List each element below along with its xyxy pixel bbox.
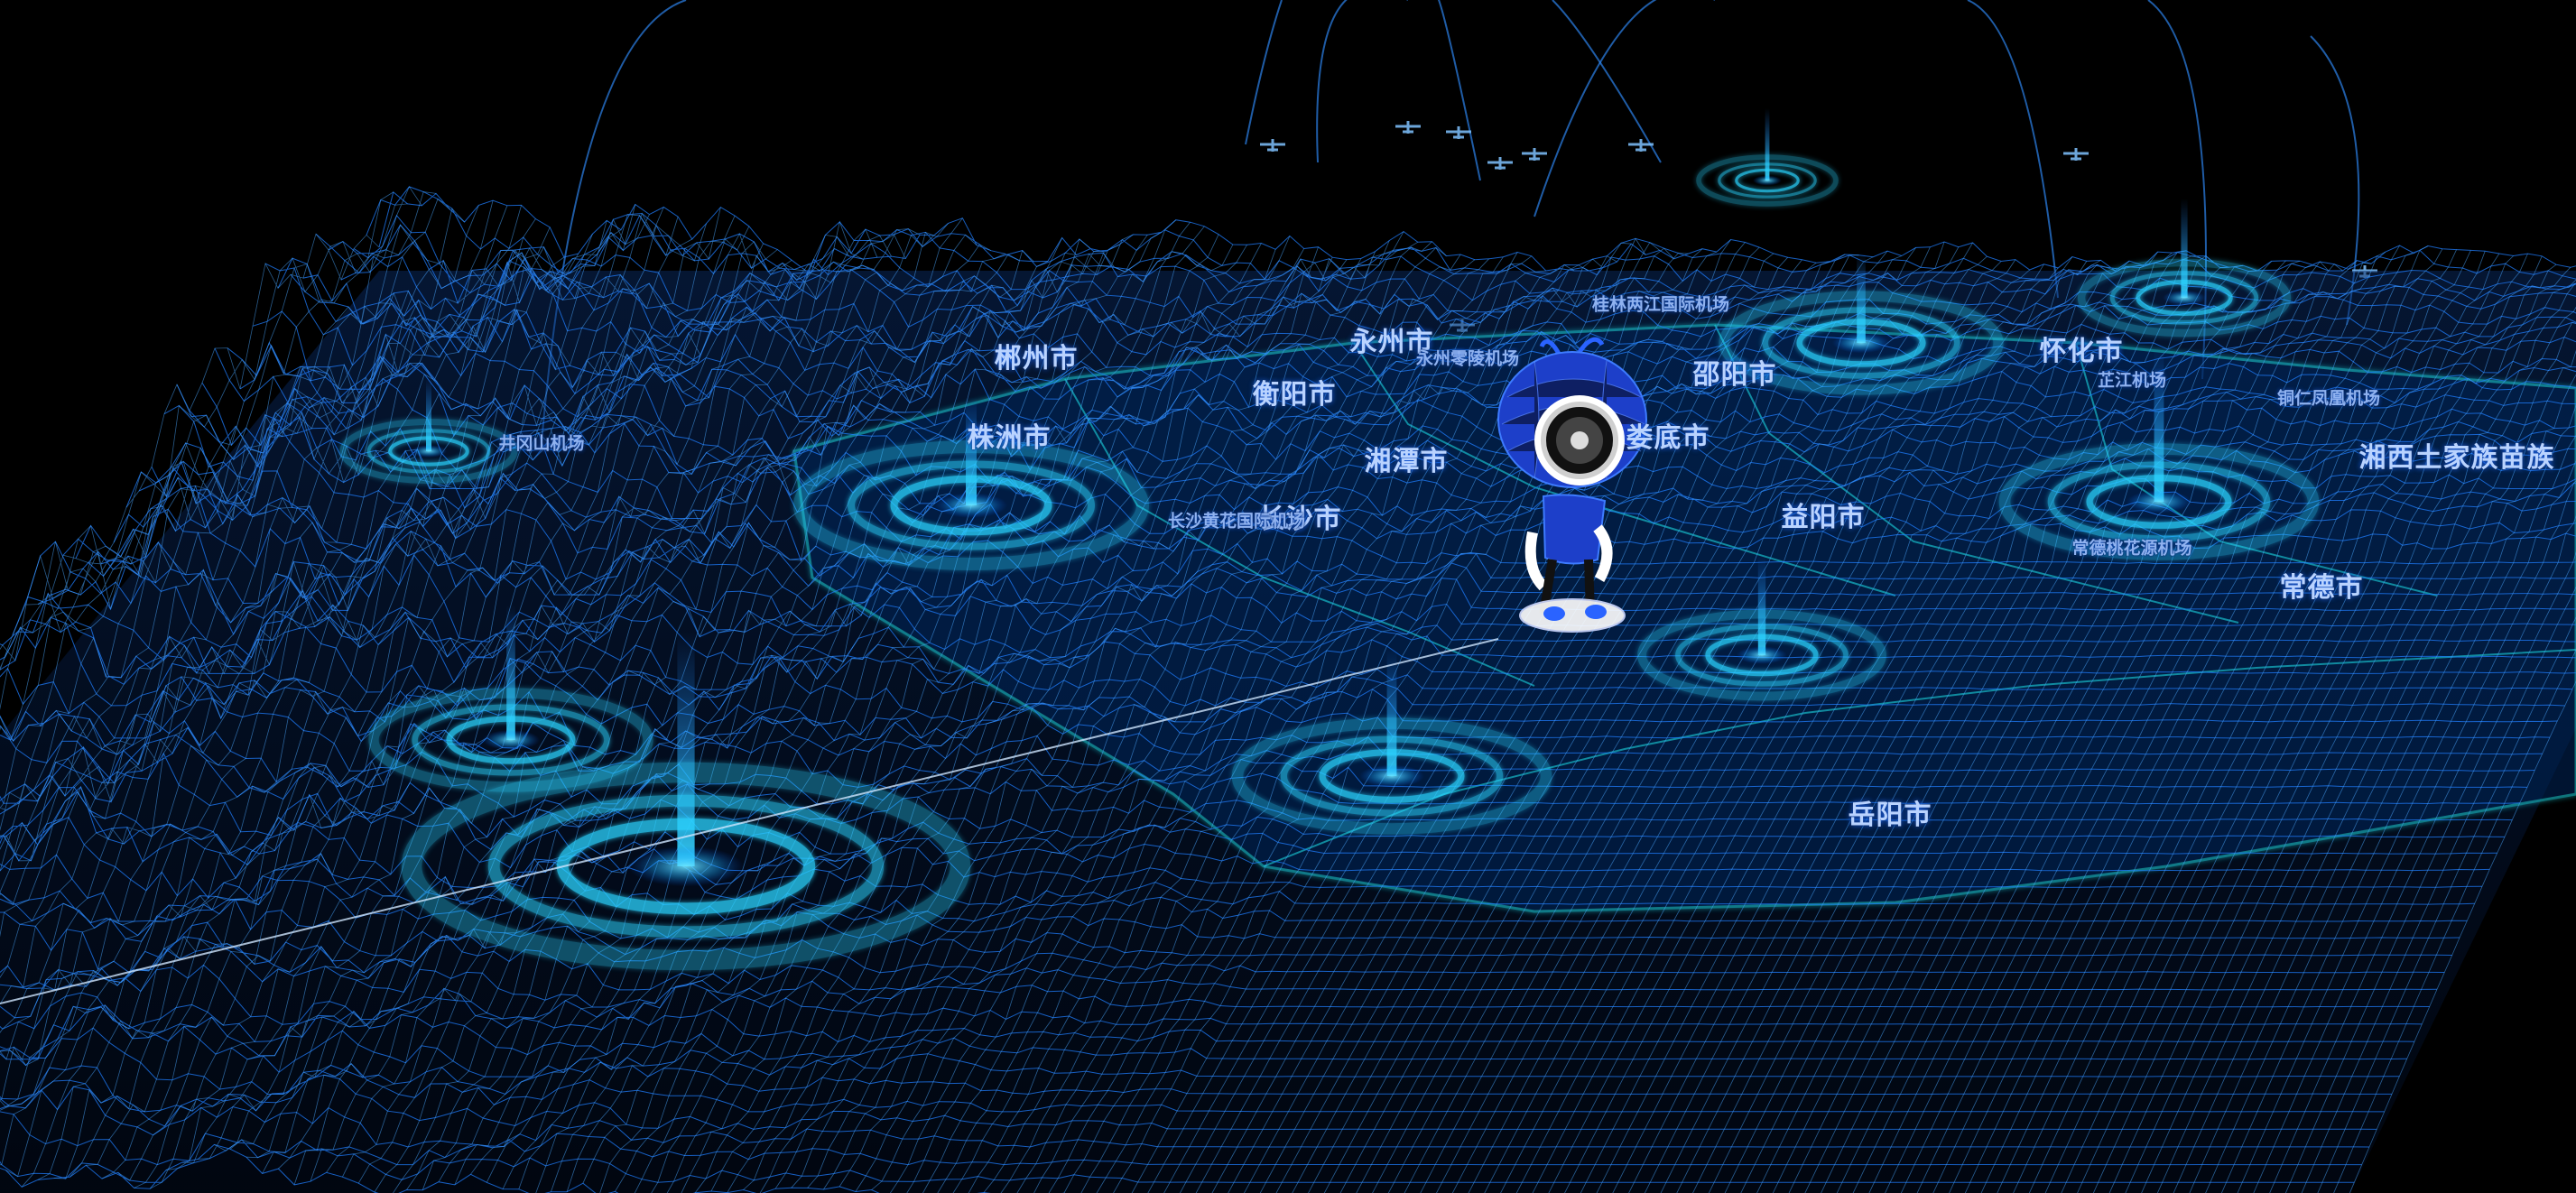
flight-path-line <box>0 638 1499 1004</box>
terrain-wireframe <box>0 186 2576 1193</box>
mascot-figure[interactable] <box>1497 337 1647 633</box>
mascot-body <box>1542 494 1607 565</box>
mascot-shoes <box>1519 598 1626 633</box>
flight-arc-layer <box>541 0 2377 443</box>
mascot-antenna <box>1577 337 1605 354</box>
beacon-layer <box>339 108 2320 971</box>
